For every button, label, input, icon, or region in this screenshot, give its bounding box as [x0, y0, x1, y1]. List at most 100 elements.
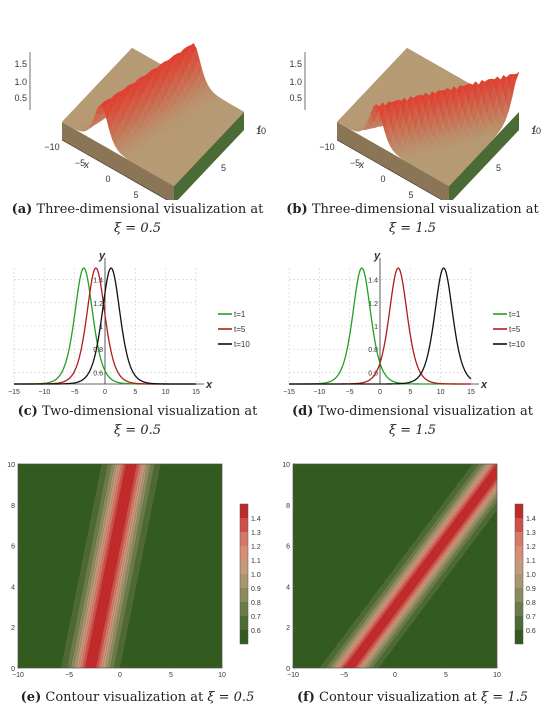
colorbar-tick-label: 0.7	[251, 614, 261, 621]
x-tick-label: 0	[103, 389, 107, 396]
colorbar-tick-label: 1.1	[526, 558, 536, 565]
surface-mesh	[61, 42, 245, 187]
caption-d-math: ξ = 1.5	[389, 423, 436, 438]
caption-c-tag: (c)	[17, 404, 38, 419]
y-tick-label: 8	[286, 503, 290, 510]
t-tick-label: 10	[531, 126, 541, 136]
x-tick-label: 0	[378, 389, 382, 396]
caption-f-tag: (f)	[296, 690, 315, 705]
t-tick-label: 5	[221, 163, 226, 173]
x-axis-line	[336, 139, 450, 205]
legend-label: t=5	[509, 325, 521, 334]
colorbar-tick-label: 1.1	[251, 558, 261, 565]
x-tick-label: −10	[38, 389, 50, 396]
colorbar-tick-label: 0.9	[251, 586, 261, 593]
caption-d-tag: (d)	[292, 404, 314, 419]
colorbar-tick-label: 1.2	[526, 544, 536, 551]
caption-a-tag: (a)	[11, 202, 33, 217]
y-tick-label: 8	[11, 503, 15, 510]
caption-d-text: Two-dimensional visualization at	[317, 404, 533, 419]
caption-c: (c) Two-dimensional visualization at ξ =…	[0, 402, 275, 440]
x-axis-title: x	[358, 160, 365, 171]
colorbar-cell	[515, 574, 523, 588]
caption-e-math: ξ = 0.5	[207, 690, 255, 705]
x-tick-label: −5	[71, 389, 79, 396]
y-tick-label: 1.2	[93, 301, 103, 308]
y-tick-label: 1	[99, 324, 103, 331]
y-tick-label: 4	[11, 584, 15, 591]
surface-plot-b: 1.51.00.5−10−50510x0510t	[289, 47, 541, 216]
colorbar-cell	[240, 574, 248, 588]
y-tick-label: 6	[11, 544, 15, 551]
caption-c-math: ξ = 0.5	[114, 423, 161, 438]
surface-slab-front	[62, 122, 174, 204]
colorbar-cell	[515, 546, 523, 560]
z-tick-label: 1.0	[289, 77, 302, 87]
contour-field	[18, 464, 222, 668]
colorbar-cell	[515, 518, 523, 532]
x-tick-label: 0	[380, 174, 385, 184]
caption-b-math: ξ = 1.5	[389, 221, 436, 236]
colorbar-tick-label: 0.9	[526, 586, 536, 593]
z-tick-label: 1.0	[14, 77, 27, 87]
colorbar-tick-label: 0.6	[251, 628, 261, 635]
caption-b-text: Three-dimensional visualization at	[311, 202, 539, 217]
colorbar-cell	[515, 532, 523, 546]
caption-a: (a) Three-dimensional visualization at ξ…	[0, 200, 275, 238]
x-tick-label: 0	[393, 672, 397, 679]
series-line	[14, 267, 196, 385]
y-tick-label: 0.8	[368, 347, 378, 354]
colorbar-frame	[239, 503, 249, 645]
surface-slab-side	[449, 112, 519, 204]
y-tick-label: 0	[286, 666, 290, 673]
colorbar-cell	[240, 518, 248, 532]
line-panel-d: x y −15 −10 −5 0 5 10 15 0.6 0.8 1 1.2 1.4 t=1 t=5 t=10	[275, 250, 550, 400]
contour-band	[343, 464, 497, 668]
y-tick-label: 10	[282, 462, 290, 469]
surface-mesh	[336, 47, 520, 187]
contour-band	[84, 464, 137, 668]
y-tick-label: 0.6	[93, 370, 103, 377]
caption-b-tag: (b)	[286, 202, 308, 217]
caption-b: (b) Three-dimensional visualization at ξ…	[275, 200, 550, 238]
x-axis-title: x	[205, 379, 213, 391]
x-tick-label: 0	[105, 174, 110, 184]
x-tick-label: 10	[493, 672, 501, 679]
contour-panel-e: −10 −5 0 5 10 0 2 4 6 8 10 1.4 1.3 1.2 1.1 1.0 0.9 0.8 0.7…	[0, 452, 275, 684]
y-tick-label: 1.4	[368, 278, 378, 285]
x-tick-label: −10	[319, 142, 334, 152]
y-tick-label: 2	[11, 625, 15, 632]
colorbar-cell	[515, 588, 523, 602]
x-tick-label: 5	[133, 190, 138, 200]
x-tick-label: 15	[467, 389, 475, 396]
colorbar-tick-label: 1.4	[526, 516, 536, 523]
contour-field	[293, 464, 497, 668]
colorbar-tick-label: 0.8	[526, 600, 536, 607]
legend-label: t=1	[509, 310, 521, 319]
legend-label: t=5	[234, 325, 246, 334]
x-tick-label: 5	[133, 389, 137, 396]
colorbar-tick-label: 0.8	[251, 600, 261, 607]
x-tick-label: 10	[162, 389, 170, 396]
colorbar-cell	[515, 504, 523, 518]
caption-c-text: Two-dimensional visualization at	[41, 404, 258, 419]
contour-band	[341, 464, 497, 668]
caption-e: (e) Contour visualization at ξ = 0.5	[0, 688, 275, 707]
x-tick-label: 5	[444, 672, 448, 679]
x-tick-label: −5	[350, 158, 360, 168]
y-tick-label: 0	[11, 666, 15, 673]
surface-panel-b: 1.51.00.5−10−50510x0510t	[275, 0, 550, 216]
colorbar-cell	[515, 616, 523, 630]
contour-plot-e: −10 −5 0 5 10 0 2 4 6 8 10 1.4 1.3 1.2 1.1 1.0 0.9 0.8 0.7…	[7, 462, 261, 679]
colorbar-cell	[515, 630, 523, 644]
y-tick-label: 2	[286, 625, 290, 632]
x-axis-title: x	[480, 379, 488, 391]
colorbar-tick-label: 1.2	[251, 544, 261, 551]
x-tick-label: 10	[218, 672, 226, 679]
series-line	[289, 267, 472, 385]
caption-f-math: ξ = 1.5	[481, 690, 528, 705]
z-tick-label: 0.5	[14, 93, 27, 103]
y-tick-label: 0.6	[368, 370, 378, 377]
t-axis-title: t	[533, 124, 537, 135]
x-tick-label: −5	[75, 158, 85, 168]
